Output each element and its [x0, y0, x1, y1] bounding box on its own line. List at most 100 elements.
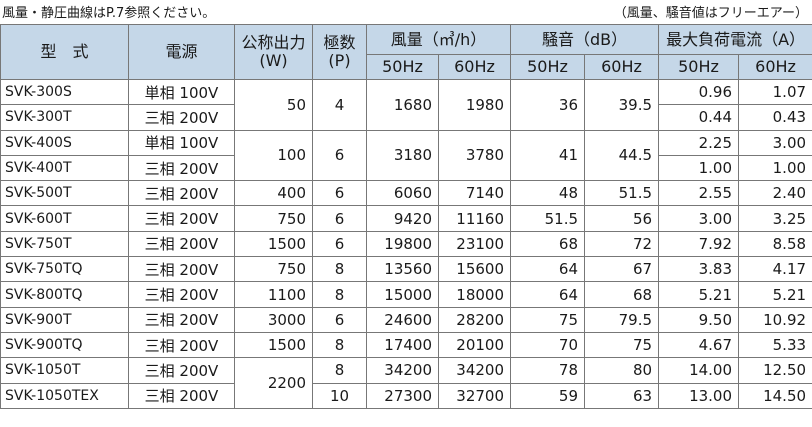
- cell-noise-60: 72: [584, 230, 660, 258]
- cell-air-50: 19800: [366, 230, 439, 258]
- cell-air-50: 34200: [366, 357, 439, 384]
- cell-model: SVK-400S: [0, 129, 129, 156]
- header-poles: 極数 (P): [312, 24, 367, 80]
- table-row: SVK-900T 三相 200V 3000 6 24600 28200 75 7…: [0, 306, 812, 333]
- curve-reference-note: 風量・静圧曲線はP.7参照ください。: [2, 6, 216, 21]
- header-power: 電源: [128, 24, 235, 80]
- cell-output: 2200: [234, 357, 313, 409]
- cell-model: SVK-1050T: [0, 357, 129, 384]
- table-row: SVK-300S 単相 100V 50 4 1680 1980 36 39.5 …: [0, 78, 812, 131]
- cell-current-50: 2.25: [658, 129, 740, 156]
- cell-air-60: 18000: [437, 281, 512, 308]
- cell-output: 50: [234, 79, 313, 131]
- cell-current-50: 5.21: [658, 281, 740, 308]
- cell-model: SVK-300S: [0, 78, 129, 106]
- cell-poles: 6: [312, 180, 367, 207]
- cell-current-50: 13.00: [658, 382, 740, 409]
- cell-poles: 6: [312, 205, 367, 232]
- cell-current-60: 3.00: [738, 129, 812, 156]
- cell-model: SVK-500T: [0, 180, 129, 207]
- cell-noise-60: 79.5: [584, 306, 660, 333]
- cell-power: 単相 100V: [128, 78, 235, 106]
- cell-power: 三相 200V: [128, 331, 235, 359]
- cell-model: SVK-900TQ: [0, 331, 129, 359]
- cell-current-50: 0.44: [658, 104, 740, 131]
- cell-power: 三相 200V: [128, 256, 235, 283]
- cell-power: 三相 200V: [128, 357, 235, 384]
- cell-current-60: 1.00: [738, 154, 812, 182]
- cell-power: 単相 100V: [128, 129, 235, 156]
- cell-air-60: 15600: [437, 256, 512, 283]
- cell-power: 三相 200V: [128, 306, 235, 333]
- cell-noise-60: 39.5: [584, 79, 660, 131]
- cell-current-50: 7.92: [658, 230, 740, 258]
- header-poles-unit: (P): [328, 51, 351, 70]
- cell-air-50: 17400: [366, 331, 439, 359]
- cell-model: SVK-800TQ: [0, 281, 129, 308]
- header-airflow: 風量（㎥/h）: [365, 24, 512, 55]
- cell-current-50: 3.00: [658, 205, 740, 232]
- cell-noise-60: 68: [584, 281, 660, 308]
- cell-air-60: 34200: [437, 357, 512, 384]
- table-row: SVK-400T 三相 200V 1.00 1.00: [0, 154, 812, 182]
- cell-model: SVK-300T: [0, 104, 129, 131]
- cell-air-50: 13560: [366, 256, 439, 283]
- cell-power: 三相 200V: [128, 154, 235, 182]
- cell-current-60: 2.40: [738, 180, 812, 207]
- cell-current-50: 0.96: [658, 78, 740, 106]
- cell-current-60: 14.50: [738, 382, 812, 409]
- cell-air-50: 24600: [366, 306, 439, 333]
- cell-air-50: 27300: [366, 382, 439, 409]
- cell-air-50: 9420: [366, 205, 439, 232]
- header-current: 最大負荷電流（A）: [658, 24, 812, 55]
- table-row: SVK-1050T 三相 200V 2200 8 34200 34200 78 …: [0, 357, 812, 409]
- cell-noise-60: 63: [584, 382, 660, 409]
- header-current-60hz: 60Hz: [738, 54, 812, 80]
- notes-bar: 風量・静圧曲線はP.7参照ください。 （風量、騒音値はフリーエアー）: [0, 0, 812, 24]
- cell-output: 750: [234, 205, 313, 232]
- cell-power: 三相 200V: [128, 180, 235, 207]
- table-row: SVK-400S 単相 100V 100 6 3180 3780 41 44.5…: [0, 129, 812, 182]
- cell-air-50: 3180: [366, 129, 439, 182]
- cell-output: 1100: [234, 281, 313, 308]
- cell-current-60: 1.07: [738, 78, 812, 106]
- cell-noise-50: 78: [510, 357, 586, 384]
- header-noise-60hz: 60Hz: [584, 54, 660, 80]
- cell-poles: 8: [312, 357, 367, 384]
- header-output: 公称出力 (W): [234, 24, 313, 80]
- table-row: SVK-800TQ 三相 200V 1100 8 15000 18000 64 …: [0, 281, 812, 308]
- cell-output: 400: [234, 180, 313, 207]
- cell-noise-60: 80: [584, 357, 660, 384]
- cell-air-50: 1680: [366, 79, 439, 131]
- cell-output: 3000: [234, 306, 313, 333]
- cell-current-60: 12.50: [738, 357, 812, 384]
- header-air-60hz: 60Hz: [437, 54, 512, 80]
- cell-noise-50: 64: [510, 256, 586, 283]
- header-air-50hz: 50Hz: [366, 54, 439, 80]
- cell-poles: 8: [312, 256, 367, 283]
- table-row: SVK-600T 三相 200V 750 6 9420 11160 51.5 5…: [0, 205, 812, 232]
- cell-model: SVK-400T: [0, 154, 129, 182]
- cell-model: SVK-750T: [0, 230, 129, 258]
- table-row: SVK-900TQ 三相 200V 1500 8 17400 20100 70 …: [0, 331, 812, 359]
- header-output-label: 公称出力: [241, 33, 306, 52]
- cell-model: SVK-600T: [0, 205, 129, 232]
- cell-poles: 8: [312, 281, 367, 308]
- cell-power: 三相 200V: [128, 230, 235, 258]
- cell-air-60: 11160: [437, 205, 512, 232]
- cell-air-50: 15000: [366, 281, 439, 308]
- cell-noise-50: 36: [510, 79, 586, 131]
- cell-noise-50: 64: [510, 281, 586, 308]
- cell-noise-50: 59: [510, 382, 586, 409]
- spec-table: 型 式 電源 公称出力 (W) 極数 (P) 風量（㎥/h） 騒音（dB） 最大負荷…: [0, 24, 812, 409]
- cell-noise-60: 75: [584, 331, 660, 359]
- cell-current-60: 5.21: [738, 281, 812, 308]
- cell-power: 三相 200V: [128, 281, 235, 308]
- table-row: SVK-300T 三相 200V 0.44 0.43: [0, 104, 812, 131]
- cell-output: 1500: [234, 230, 313, 258]
- cell-air-60: 20100: [437, 331, 512, 359]
- header-poles-label: 極数: [323, 33, 356, 52]
- cell-poles: 10: [312, 382, 367, 409]
- cell-current-50: 14.00: [658, 357, 740, 384]
- table-row: SVK-750TQ 三相 200V 750 8 13560 15600 64 6…: [0, 256, 812, 283]
